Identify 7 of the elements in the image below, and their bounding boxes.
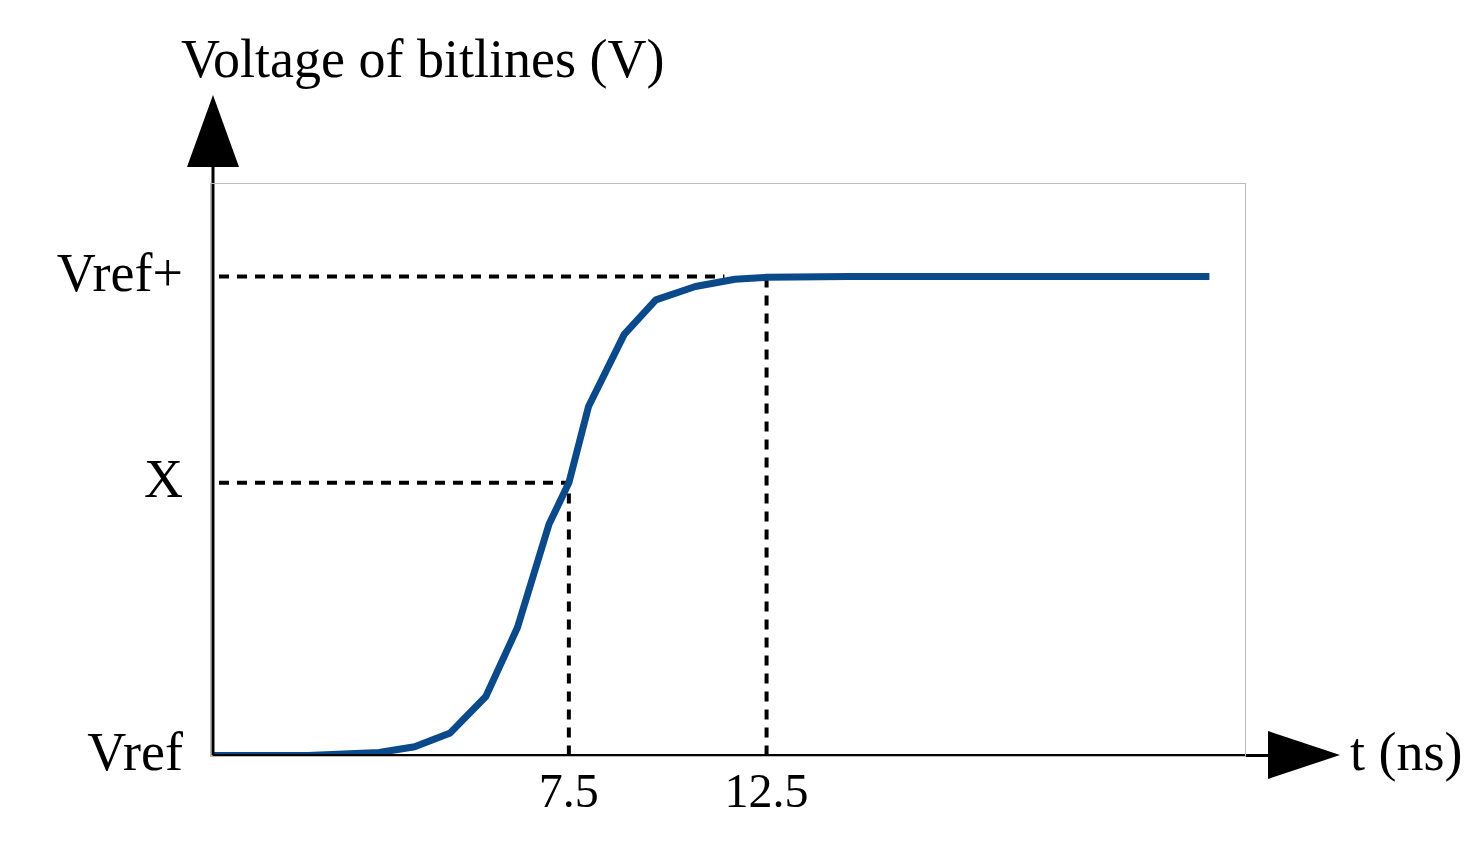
x-tick-label: 7.5 bbox=[538, 763, 599, 817]
text: Vref bbox=[87, 721, 184, 782]
ref-line-label: Vref+ bbox=[56, 242, 183, 303]
y-axis-title: Voltage of bitlines (V) bbox=[181, 29, 665, 89]
x-axis-title: t (ns) bbox=[1350, 721, 1463, 782]
x-tick-label: 12.5 bbox=[724, 763, 809, 817]
ref-line-label: X bbox=[144, 449, 183, 510]
